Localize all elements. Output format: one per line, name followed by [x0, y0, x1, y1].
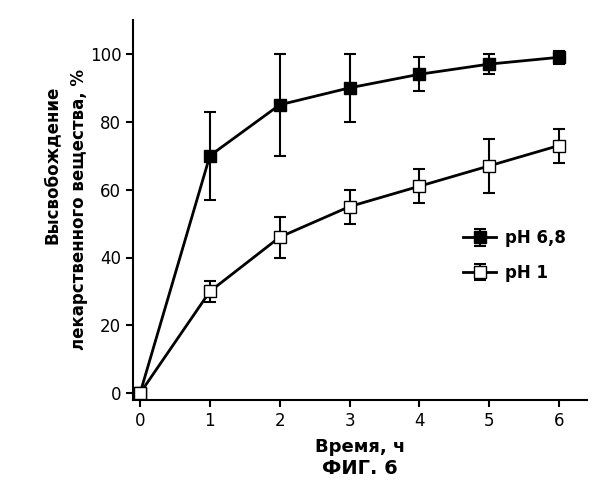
Text: ФИГ. 6: ФИГ. 6 — [322, 459, 398, 478]
Text: лекарственного вещества, %: лекарственного вещества, % — [70, 70, 88, 350]
Text: Высвобождение: Высвобождение — [42, 85, 60, 243]
X-axis label: Время, ч: Время, ч — [315, 438, 405, 456]
Legend: рН 6,8, рН 1: рН 6,8, рН 1 — [455, 221, 574, 290]
